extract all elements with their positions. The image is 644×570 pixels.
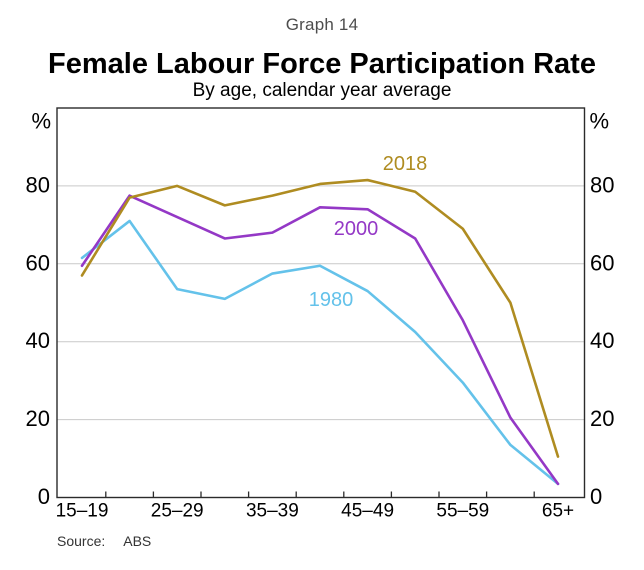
series-label-1980: 1980 [309, 289, 354, 311]
x-tick-label: 55–59 [436, 501, 489, 522]
x-tick-label: 35–39 [246, 501, 299, 522]
chart-title: Female Labour Force Participation Rate [48, 48, 596, 80]
series-line-2018 [80, 178, 560, 458]
y-tick-label-right: 60 [590, 250, 614, 275]
graph-number: Graph 14 [285, 15, 359, 34]
x-tick-label: 45–49 [341, 501, 394, 522]
series-line-1980 [80, 219, 560, 486]
y-axis-unit-right: % [590, 109, 610, 134]
source-value: ABS [123, 533, 152, 549]
y-tick-label-right: 0 [590, 484, 602, 509]
y-tick-label-right: 40 [590, 328, 614, 353]
y-axis-unit-left: % [31, 109, 51, 134]
series-line-2000 [80, 194, 560, 486]
series-label-2000: 2000 [334, 218, 379, 240]
y-tick-label-right: 20 [590, 406, 614, 431]
source-label: Source: [57, 533, 106, 549]
source-note: Source: ABS [57, 533, 151, 549]
y-tick-label-left: 40 [26, 328, 50, 353]
x-tick-label: 15–19 [56, 501, 109, 522]
x-tick-label: 25–29 [151, 501, 204, 522]
y-tick-label-left: 60 [26, 250, 50, 275]
y-tick-label-right: 80 [590, 172, 614, 197]
y-tick-label-left: 20 [26, 406, 50, 431]
chart-subtitle: By age, calendar year average [192, 80, 452, 101]
plot-frame [56, 107, 586, 499]
y-tick-label-left: 0 [38, 484, 50, 509]
x-tick-label: 65+ [542, 501, 574, 522]
series-label-2018: 2018 [383, 153, 428, 175]
y-tick-label-left: 80 [26, 172, 50, 197]
